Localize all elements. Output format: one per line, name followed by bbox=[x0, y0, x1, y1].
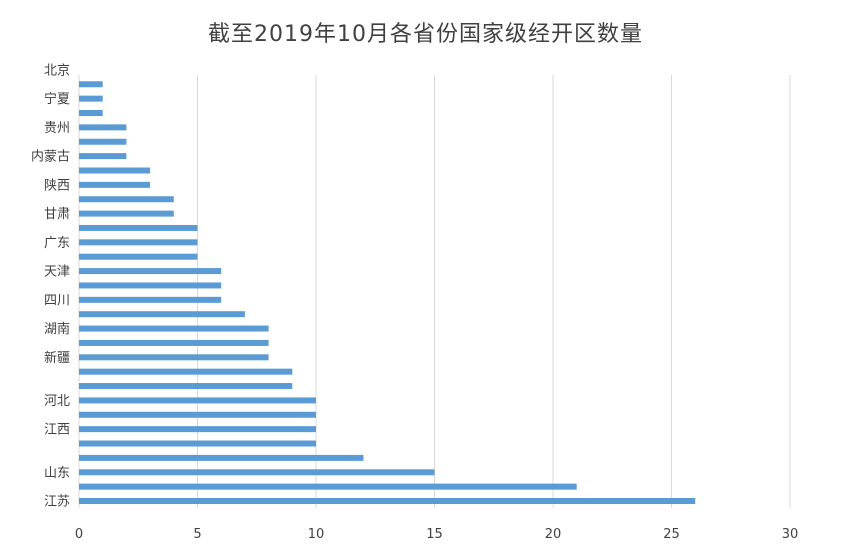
bar-17 bbox=[79, 253, 198, 260]
category-label: 四川 bbox=[44, 293, 70, 308]
x-tick-label-5: 5 bbox=[193, 527, 201, 542]
bar-11 bbox=[79, 339, 269, 346]
category-label: 内蒙古 bbox=[31, 149, 70, 165]
category-label: 河北 bbox=[44, 394, 70, 409]
category-label: 山东 bbox=[44, 466, 70, 481]
x-tick-label-15: 15 bbox=[426, 527, 443, 542]
bar-19 bbox=[79, 224, 198, 231]
bar-2 bbox=[79, 469, 435, 476]
bar-28 bbox=[79, 95, 103, 102]
category-label: 新疆 bbox=[44, 350, 70, 366]
category-label: 贵州 bbox=[44, 121, 70, 136]
category-label: 江苏 bbox=[44, 494, 70, 510]
bar-12 bbox=[79, 325, 269, 332]
bar-9 bbox=[79, 368, 293, 375]
bar-4 bbox=[79, 440, 316, 447]
bar-10 bbox=[79, 354, 269, 361]
x-tick-label-30: 30 bbox=[782, 527, 799, 542]
x-tick-label-25: 25 bbox=[663, 527, 680, 542]
bar-27 bbox=[79, 110, 103, 117]
bar-26 bbox=[79, 124, 127, 131]
bar-1 bbox=[79, 483, 577, 490]
bar-23 bbox=[79, 167, 151, 174]
bar-6 bbox=[79, 411, 316, 418]
bar-20 bbox=[79, 210, 174, 217]
bar-13 bbox=[79, 311, 245, 318]
bar-5 bbox=[79, 426, 316, 433]
category-label: 湖南 bbox=[44, 321, 70, 337]
category-label: 江西 bbox=[44, 423, 70, 438]
category-label: 甘肃 bbox=[44, 207, 70, 222]
bar-24 bbox=[79, 153, 127, 160]
category-label: 宁夏 bbox=[44, 91, 70, 107]
chart-title: 截至2019年10月各省份国家级经开区数量 bbox=[208, 22, 643, 47]
bar-29 bbox=[79, 81, 103, 88]
x-tick-label-20: 20 bbox=[545, 527, 562, 542]
category-label: 陕西 bbox=[44, 178, 70, 193]
bar-21 bbox=[79, 196, 174, 203]
x-tick-label-10: 10 bbox=[308, 527, 325, 542]
bar-15 bbox=[79, 282, 222, 289]
x-tick-label-0: 0 bbox=[75, 527, 83, 542]
bar-16 bbox=[79, 268, 222, 275]
bar-22 bbox=[79, 181, 151, 188]
category-label: 天津 bbox=[44, 265, 70, 280]
bar-7 bbox=[79, 397, 316, 404]
bar-0 bbox=[79, 498, 696, 504]
bar-8 bbox=[79, 383, 293, 390]
bar-18 bbox=[79, 239, 198, 246]
bar-25 bbox=[79, 138, 127, 145]
category-label: 广东 bbox=[44, 236, 70, 251]
category-label: 北京 bbox=[44, 63, 70, 78]
bar-14 bbox=[79, 296, 222, 303]
bar-3 bbox=[79, 454, 364, 461]
